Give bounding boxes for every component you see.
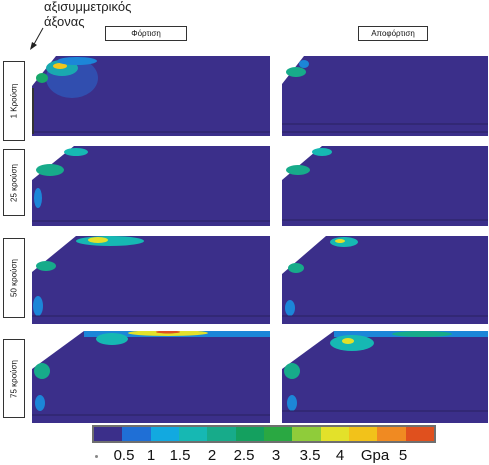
- legend-tick-0: 0.5: [113, 447, 135, 464]
- contour-panel-25-loading: [32, 146, 270, 226]
- row-label-25: 25 κρούση: [3, 149, 25, 216]
- column-header-unloading: Αποφόρτιση: [358, 26, 428, 41]
- axis-annotation-line2: άξονας: [44, 14, 85, 29]
- row-label-25-text: 25 κρούση: [9, 163, 19, 202]
- annotation-arrow: [30, 27, 44, 50]
- legend-tick-9: 5: [398, 447, 408, 464]
- legend-swatch-3: [178, 427, 208, 441]
- column-header-loading-label: Φόρτιση: [131, 29, 161, 38]
- legend-tick-7: 4: [335, 447, 345, 464]
- contour-panel-1-unloading: [282, 48, 488, 136]
- row-label-75-text: 75 κρούση: [9, 359, 19, 398]
- legend-swatch-11: [405, 427, 434, 441]
- column-header-unloading-label: Αποφόρτιση: [371, 29, 415, 38]
- legend-swatch-6: [263, 427, 293, 441]
- axis-annotation-line1: αξισυμμετρικός: [44, 0, 132, 14]
- legend-swatch-2: [150, 427, 179, 441]
- legend-tick-3: 2: [207, 447, 217, 464]
- legend-tick-8: Gpa: [360, 447, 390, 464]
- legend-tick-5: 3: [271, 447, 281, 464]
- column-header-loading: Φόρτιση: [105, 26, 187, 41]
- row-label-50: 50 κρούση: [3, 238, 25, 318]
- legend-tick-2: 1.5: [169, 447, 191, 464]
- legend-swatch-4: [207, 427, 236, 441]
- legend-swatch-10: [377, 427, 406, 441]
- legend-dot: [95, 455, 98, 458]
- legend-swatch-5: [235, 427, 264, 441]
- row-label-1: 1 Κρούση: [3, 61, 25, 141]
- contour-panel-75-loading: [32, 331, 270, 423]
- contour-panel-50-loading: [32, 236, 270, 324]
- contour-panel-25-unloading: [282, 146, 488, 226]
- row-label-75: 75 κρούση: [3, 339, 25, 418]
- legend-tick-4: 2.5: [233, 447, 255, 464]
- contour-panel-75-unloading: [282, 331, 488, 423]
- legend-tick-6: 3.5: [299, 447, 321, 464]
- contour-panel-1-loading: [32, 48, 270, 136]
- legend-swatch-0: [94, 427, 123, 441]
- row-label-1-text: 1 Κρούση: [9, 83, 19, 119]
- legend-swatch-8: [320, 427, 349, 441]
- legend-tick-1: 1: [146, 447, 156, 464]
- legend-swatch-7: [292, 427, 321, 441]
- color-scale-legend: [92, 425, 436, 443]
- row-label-50-text: 50 κρούση: [9, 259, 19, 297]
- legend-swatch-9: [348, 427, 378, 441]
- contour-panel-50-unloading: [282, 236, 488, 324]
- legend-swatch-1: [122, 427, 151, 441]
